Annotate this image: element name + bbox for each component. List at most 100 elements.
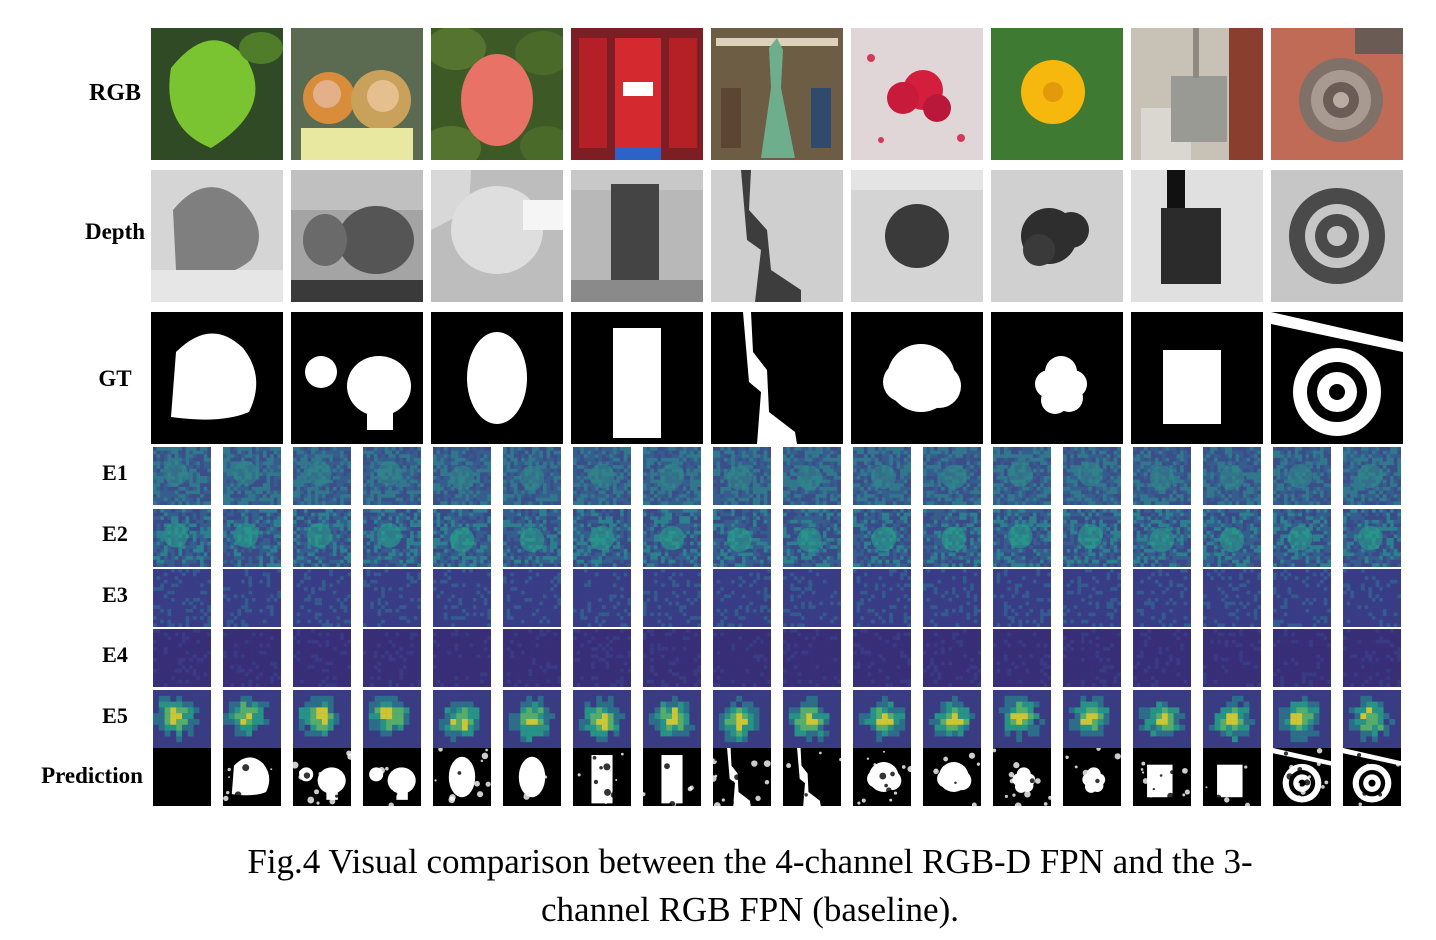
feature-map-e3-coca-cola-can-rgb	[643, 569, 701, 627]
feature-map-e5-yellow-flower-rgbd	[993, 690, 1051, 748]
feature-map-e3-mango-rgbd	[433, 569, 491, 627]
feature-map-e4-metal-lock-rgbd	[1133, 629, 1191, 687]
feature-map-e5-spiral-railing-rgb	[1343, 690, 1401, 748]
row-label-e4: E4	[70, 642, 160, 668]
prediction-mask-spiral-railing-rgbd	[1273, 748, 1331, 806]
feature-map-e2-metal-lock-rgbd	[1133, 509, 1191, 567]
prediction-mask-metal-lock-rgb	[1203, 748, 1261, 806]
rgb-image-red-berries	[851, 28, 983, 160]
feature-map-e4-scarecrow-dolls-rgbd	[293, 629, 351, 687]
feature-map-e2-mango-rgbd	[433, 509, 491, 567]
feature-map-e2-ivy-leaf-rgb	[223, 509, 281, 567]
feature-map-e4-yellow-flower-rgbd	[993, 629, 1051, 687]
feature-map-e1-statue-of-liberty-rgb	[783, 447, 841, 505]
feature-map-e5-scarecrow-dolls-rgbd	[293, 690, 351, 748]
feature-map-e2-metal-lock-rgb	[1203, 509, 1261, 567]
prediction-mask-statue-of-liberty-rgbd	[713, 748, 771, 806]
feature-map-e1-yellow-flower-rgbd	[993, 447, 1051, 505]
feature-map-e1-spiral-railing-rgb	[1343, 447, 1401, 505]
feature-map-e3-metal-lock-rgbd	[1133, 569, 1191, 627]
rgb-image-yellow-flower	[991, 28, 1123, 160]
row-label-prediction: Prediction	[30, 763, 154, 789]
feature-map-e5-ivy-leaf-rgbd	[153, 690, 211, 748]
feature-map-e1-red-berries-rgbd	[853, 447, 911, 505]
caption-line-1: Fig.4 Visual comparison between the 4-ch…	[150, 838, 1350, 886]
row-label-e2: E2	[70, 521, 160, 547]
depth-map-statue-of-liberty	[711, 170, 843, 302]
feature-map-e5-red-berries-rgbd	[853, 690, 911, 748]
depth-map-spiral-railing	[1271, 170, 1403, 302]
feature-map-e4-yellow-flower-rgb	[1063, 629, 1121, 687]
feature-map-e2-yellow-flower-rgbd	[993, 509, 1051, 567]
feature-map-e2-scarecrow-dolls-rgbd	[293, 509, 351, 567]
feature-map-e2-coca-cola-can-rgb	[643, 509, 701, 567]
feature-map-e1-coca-cola-can-rgbd	[573, 447, 631, 505]
feature-map-e2-coca-cola-can-rgbd	[573, 509, 631, 567]
gt-mask-ivy-leaf	[151, 312, 283, 444]
feature-map-e1-metal-lock-rgb	[1203, 447, 1261, 505]
gt-mask-spiral-railing	[1271, 312, 1403, 444]
feature-map-e2-mango-rgb	[503, 509, 561, 567]
feature-map-e5-red-berries-rgb	[923, 690, 981, 748]
prediction-mask-scarecrow-dolls-rgb	[363, 748, 421, 806]
gt-mask-red-berries	[851, 312, 983, 444]
feature-map-e2-scarecrow-dolls-rgb	[363, 509, 421, 567]
feature-map-e4-mango-rgbd	[433, 629, 491, 687]
depth-map-ivy-leaf	[151, 170, 283, 302]
feature-map-e4-spiral-railing-rgb	[1343, 629, 1401, 687]
depth-map-mango	[431, 170, 563, 302]
prediction-mask-red-berries-rgbd	[853, 748, 911, 806]
figure-caption: Fig.4 Visual comparison between the 4-ch…	[150, 838, 1350, 934]
row-label-e5: E5	[70, 703, 160, 729]
rgb-image-coca-cola-can	[571, 28, 703, 160]
rgb-image-ivy-leaf	[151, 28, 283, 160]
feature-map-e3-yellow-flower-rgbd	[993, 569, 1051, 627]
depth-map-metal-lock	[1131, 170, 1263, 302]
feature-map-e4-red-berries-rgbd	[853, 629, 911, 687]
row-label-e3: E3	[70, 582, 160, 608]
feature-map-e1-ivy-leaf-rgb	[223, 447, 281, 505]
feature-map-e2-ivy-leaf-rgbd	[153, 509, 211, 567]
caption-line-2: channel RGB FPN (baseline).	[150, 886, 1350, 934]
gt-mask-scarecrow-dolls	[291, 312, 423, 444]
feature-map-e5-mango-rgbd	[433, 690, 491, 748]
prediction-mask-mango-rgb	[503, 748, 561, 806]
feature-map-e4-statue-of-liberty-rgb	[783, 629, 841, 687]
feature-map-e4-ivy-leaf-rgb	[223, 629, 281, 687]
feature-map-e3-scarecrow-dolls-rgb	[363, 569, 421, 627]
gt-mask-yellow-flower	[991, 312, 1123, 444]
feature-map-e1-mango-rgb	[503, 447, 561, 505]
feature-map-e2-statue-of-liberty-rgbd	[713, 509, 771, 567]
prediction-mask-scarecrow-dolls-rgbd	[293, 748, 351, 806]
feature-map-e3-scarecrow-dolls-rgbd	[293, 569, 351, 627]
feature-map-e4-ivy-leaf-rgbd	[153, 629, 211, 687]
feature-map-e5-metal-lock-rgb	[1203, 690, 1261, 748]
feature-map-e3-coca-cola-can-rgbd	[573, 569, 631, 627]
feature-map-e2-statue-of-liberty-rgb	[783, 509, 841, 567]
feature-map-e5-ivy-leaf-rgb	[223, 690, 281, 748]
feature-map-e5-yellow-flower-rgb	[1063, 690, 1121, 748]
gt-mask-statue-of-liberty	[711, 312, 843, 444]
feature-map-e4-statue-of-liberty-rgbd	[713, 629, 771, 687]
feature-map-e2-spiral-railing-rgb	[1343, 509, 1401, 567]
feature-map-e4-coca-cola-can-rgb	[643, 629, 701, 687]
prediction-mask-coca-cola-can-rgbd	[573, 748, 631, 806]
row-label-depth: Depth	[70, 219, 160, 245]
feature-map-e5-metal-lock-rgbd	[1133, 690, 1191, 748]
gt-mask-mango	[431, 312, 563, 444]
rgb-image-scarecrow-dolls	[291, 28, 423, 160]
depth-map-red-berries	[851, 170, 983, 302]
prediction-mask-red-berries-rgb	[923, 748, 981, 806]
rgb-image-spiral-railing	[1271, 28, 1403, 160]
feature-map-e5-statue-of-liberty-rgbd	[713, 690, 771, 748]
prediction-mask-metal-lock-rgbd	[1133, 748, 1191, 806]
prediction-mask-statue-of-liberty-rgb	[783, 748, 841, 806]
feature-map-e3-metal-lock-rgb	[1203, 569, 1261, 627]
gt-mask-metal-lock	[1131, 312, 1263, 444]
feature-map-e2-yellow-flower-rgb	[1063, 509, 1121, 567]
feature-map-e3-ivy-leaf-rgbd	[153, 569, 211, 627]
feature-map-e5-mango-rgb	[503, 690, 561, 748]
row-label-gt: GT	[70, 366, 160, 392]
gt-mask-coca-cola-can	[571, 312, 703, 444]
feature-map-e3-red-berries-rgbd	[853, 569, 911, 627]
